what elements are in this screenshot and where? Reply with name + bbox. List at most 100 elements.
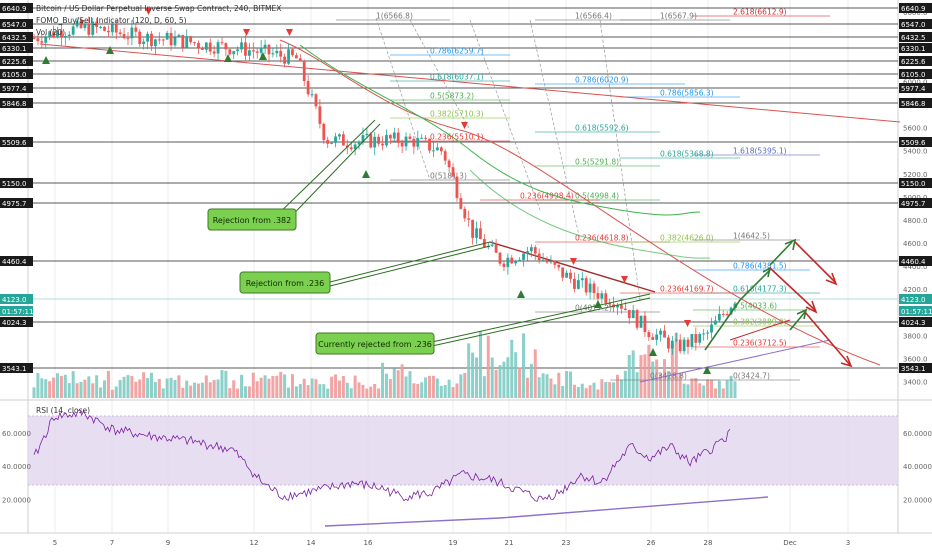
volume-bar [243,386,247,398]
candle-body [506,257,510,267]
fib-level-label: 0.5(4033.6) [733,302,777,311]
volume-bar [659,373,663,398]
price-tag-left: 01:57:11 [2,308,33,316]
candle-body [522,253,525,260]
volume-bar [91,383,95,398]
candle-body [326,140,330,144]
candle-body [631,310,635,319]
volume-bar [686,384,690,398]
volume-bar [165,378,169,398]
price-tag-right: 5509.6 [901,139,926,147]
volume-bar [514,352,518,398]
volume-bar [580,383,584,398]
x-tick-label: 23 [562,539,571,547]
volume-bar [424,377,428,398]
price-tag-right: 01:57:11 [901,308,932,316]
candle-body [314,94,318,107]
fib-level-label: 2.618(6612.9) [733,8,787,17]
volume-bar [36,373,40,398]
candle-body [95,21,99,27]
candle-body [71,26,75,35]
candle-body [357,141,361,145]
fib-level-label: 0(3424.7) [733,372,770,381]
volume-bar [706,379,710,398]
y-tick-label: 3800.0 [903,332,928,340]
volume-bar [443,385,447,398]
candle-body [471,219,475,238]
candle-body [616,305,619,308]
volume-bar [725,380,729,398]
candle-body [103,26,106,31]
candle-body [475,228,478,238]
volume-bar [142,372,146,398]
volume-bar [318,384,322,398]
annotation-236: Rejection from .236 [239,271,331,294]
candle-body [432,150,435,152]
candle-body [271,53,275,55]
candle-body [341,134,345,146]
volume-bar [596,389,600,398]
price-tag-right: 4024.3 [901,319,926,327]
annotation-236-text: Rejection from .236 [246,279,325,288]
volume-bar [118,380,122,398]
volume-bar [130,376,134,398]
volume-bar [220,370,224,398]
candle-body [526,251,529,254]
candle-body [107,30,110,33]
price-tag-right: 6432.5 [901,34,926,42]
price-tag-left: 6432.5 [2,34,27,42]
candle-body [255,51,259,53]
volume-bar [161,388,165,398]
volume-bar [106,370,110,398]
volume-bar [290,374,294,398]
candle-body [678,339,682,352]
chart-title: Bitcoin / US Dollar Perpetual Inverse Sw… [36,4,281,13]
candle-body [639,315,643,328]
x-tick-label: 14 [307,539,316,547]
candle-body [165,32,169,40]
volume-bar [298,384,302,398]
candle-body [287,49,290,64]
candle-body [318,106,322,124]
y-tick-label: 4600.0 [903,240,928,248]
candle-body [220,42,224,44]
annotation-382-text: Rejection from .382 [213,216,292,225]
volume-bar [255,381,259,398]
candle-body [514,260,518,264]
fib-level-label: 0.236(4998.4) [520,192,574,201]
rsi-y-label: 60.0000 [903,430,932,438]
candle-body [706,332,709,334]
volume-bar [572,384,576,398]
candle-body [244,42,247,56]
volume-bar [522,333,526,398]
fib-level-label: 0.618(4177.3) [733,285,787,294]
volume-bar [381,362,385,398]
candle-body [494,244,498,253]
annotation-382: Rejection from .382 [207,208,297,231]
candle-body [298,58,302,61]
candle-body [643,315,647,333]
y-tick-label: 5600.0 [903,125,928,133]
candle-body [138,31,142,45]
candle-body [479,228,482,240]
volume-bar [690,378,694,398]
volume-bar [240,374,244,398]
volume-bar [63,374,67,398]
volume-bar [635,372,639,398]
candle-body [529,247,533,252]
candle-body [714,320,717,325]
price-tag-right: 4975.7 [901,200,926,208]
candle-body [553,260,557,265]
candle-body [114,24,118,33]
volume-bar [384,373,388,398]
x-tick-label: 16 [364,539,373,547]
volume-bar [157,378,161,398]
candle-body [353,144,357,150]
candle-body [369,133,373,148]
candle-body [60,30,63,38]
volume-bar [361,384,365,398]
volume-bar [216,379,220,398]
candle-body [118,32,122,34]
volume-bar [619,379,623,398]
candle-body [228,49,232,55]
